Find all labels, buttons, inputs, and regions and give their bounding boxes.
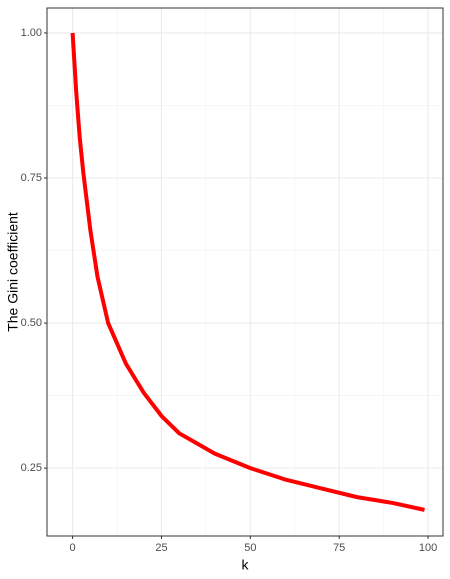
- x-tick-label: 50: [244, 542, 256, 554]
- x-tick-label: 100: [419, 542, 437, 554]
- line: [70, 32, 425, 512]
- panel-border: [46, 7, 444, 537]
- x-tick-label: 0: [70, 542, 76, 554]
- y-tick-label: 1.00: [21, 27, 42, 39]
- y-tick-label: 0.25: [21, 462, 42, 474]
- y-axis-title: The Gini coefficient: [5, 212, 21, 332]
- x-axis-title: k: [242, 557, 250, 573]
- y-tick-label: 0.50: [21, 317, 42, 329]
- y-tick-label: 0.75: [21, 172, 42, 184]
- x-tick-label: 25: [155, 542, 167, 554]
- x-tick-label: 75: [333, 542, 345, 554]
